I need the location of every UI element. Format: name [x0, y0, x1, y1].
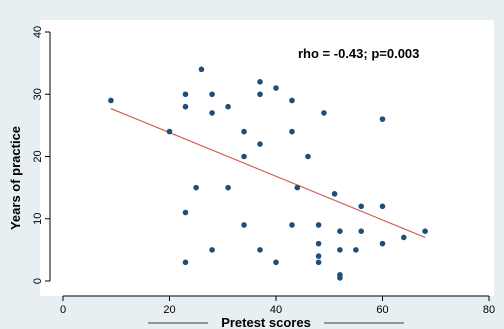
data-point — [358, 228, 365, 234]
data-point — [305, 153, 311, 160]
data-point — [257, 247, 263, 253]
data-point — [331, 191, 338, 197]
data-point — [294, 184, 301, 191]
data-point — [315, 222, 322, 228]
x-axis: 0 20 40 60 80 — [60, 295, 495, 316]
data-point — [108, 97, 114, 104]
fit-line — [110, 108, 426, 238]
data-point — [289, 97, 295, 104]
x-tick-label: 0 — [60, 304, 66, 316]
y-tick-label: 10 — [32, 213, 44, 225]
data-point — [182, 209, 189, 216]
data-point — [401, 234, 407, 241]
x-tick-label: 60 — [376, 304, 388, 316]
data-point — [337, 228, 343, 234]
data-point — [379, 116, 386, 122]
data-point — [209, 110, 215, 116]
data-points — [108, 66, 428, 281]
data-point — [337, 275, 343, 281]
data-point — [193, 184, 199, 191]
data-point — [257, 91, 263, 98]
y-axis-label: Years of practice — [8, 126, 23, 230]
fit-line-group — [110, 108, 426, 238]
data-point — [182, 259, 189, 266]
data-point — [379, 240, 386, 247]
data-point — [182, 103, 189, 110]
y-tick-label: 40 — [32, 26, 44, 38]
data-point — [257, 79, 263, 85]
x-tick-label: 40 — [270, 304, 282, 316]
data-point — [241, 153, 247, 160]
data-point — [315, 253, 322, 259]
data-point — [257, 141, 263, 147]
x-tick-label: 20 — [163, 304, 175, 316]
data-point — [379, 203, 386, 210]
y-axis: 0 10 20 30 40 — [32, 26, 51, 284]
data-point — [241, 222, 247, 228]
data-point — [209, 247, 215, 253]
data-point — [225, 184, 231, 191]
data-point — [422, 228, 428, 234]
stats-annotation: rho = -0.43; p=0.003 — [298, 46, 419, 61]
data-point — [315, 259, 322, 266]
data-point — [225, 103, 231, 110]
x-tick-label: 80 — [483, 304, 495, 316]
data-point — [289, 222, 295, 228]
data-point — [166, 128, 173, 135]
data-point — [289, 128, 295, 135]
y-tick-label: 30 — [32, 88, 44, 100]
data-point — [209, 91, 215, 98]
x-axis-label: Pretest scores — [221, 315, 311, 329]
data-point — [273, 85, 279, 91]
y-tick-label: 20 — [32, 150, 44, 162]
data-point — [182, 91, 189, 98]
data-point — [273, 259, 279, 266]
data-point — [337, 247, 343, 253]
data-point — [353, 247, 359, 253]
data-point — [315, 240, 322, 247]
data-point — [241, 128, 247, 135]
data-point — [198, 66, 205, 73]
y-tick-label: 0 — [32, 278, 44, 284]
data-point — [321, 110, 327, 116]
plot-area — [40, 20, 494, 296]
data-point — [358, 203, 365, 210]
